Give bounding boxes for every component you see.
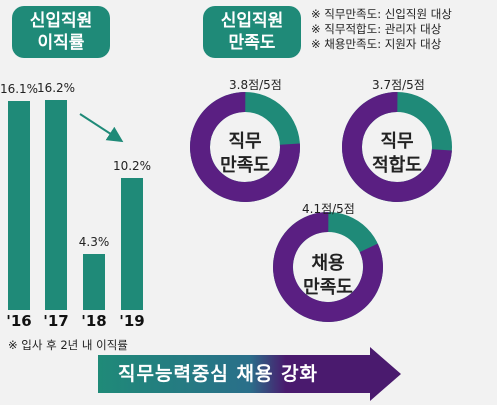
bar-category-label-3: '19	[119, 312, 145, 330]
bar-category-label-2: '18	[81, 312, 107, 330]
bar-value-label-1: 16.2%	[36, 81, 76, 95]
survey-notes: ※ 직무만족도: 신입직원 대상 ※ 직무적합도: 관리자 대상 ※ 채용만족도…	[311, 7, 452, 52]
satisfaction-donut-charts	[190, 92, 452, 322]
turnover-title-line1: 신입직원	[29, 11, 93, 31]
bar-value-label-3: 10.2%	[112, 158, 152, 173]
bar-3	[121, 177, 143, 310]
bar-0	[8, 101, 30, 310]
note-hiring-satisfaction: ※ 채용만족도: 지원자 대상	[311, 37, 442, 51]
bar-category-label-0: '16	[6, 312, 32, 330]
bar-1	[45, 100, 67, 310]
bar-2	[83, 254, 105, 310]
satisfaction-title-badge: 신입직원 만족도	[203, 6, 301, 58]
satisfaction-title-line2: 만족도	[228, 33, 276, 53]
donut-score-job-fit: 3.7점/5점	[372, 78, 425, 92]
donut-score-job-satisfaction: 3.8점/5점	[229, 78, 282, 92]
satisfaction-title-line1: 신입직원	[220, 11, 284, 31]
bar-value-label-0: 16.1%	[0, 82, 39, 97]
donut-arc-1	[342, 92, 452, 202]
note-job-satisfaction: ※ 직무만족도: 신입직원 대상	[311, 7, 452, 21]
turnover-title-line2: 이직률	[37, 33, 85, 53]
donut-arc-2	[273, 212, 383, 322]
donut-label-job-satisfaction: 직무 만족도	[220, 131, 270, 176]
trend-down-arrow-icon	[79, 113, 124, 143]
note-job-fit: ※ 직무적합도: 관리자 대상	[311, 22, 442, 36]
donut-arc-0	[190, 92, 300, 202]
banner-text: 직무능력중심 채용 강화	[118, 363, 319, 385]
turnover-title-badge: 신입직원 이직률	[12, 6, 110, 58]
donut-label-job-fit: 직무 적합도	[372, 131, 422, 176]
turnover-footnote: ※ 입사 후 2년 내 이직률	[8, 338, 128, 352]
banner-arrow	[98, 347, 401, 401]
bar-category-label-1: '17	[43, 312, 69, 330]
bar-value-label-2: 4.3%	[78, 235, 110, 250]
donut-label-hiring-satisfaction: 채용 만족도	[303, 253, 353, 298]
donut-score-hiring-satisfaction: 4.1점/5점	[302, 202, 355, 216]
turnover-bar-chart: 16.1% '16 16.2% '17 4.3% '18 10.2% '19	[0, 0, 200, 340]
